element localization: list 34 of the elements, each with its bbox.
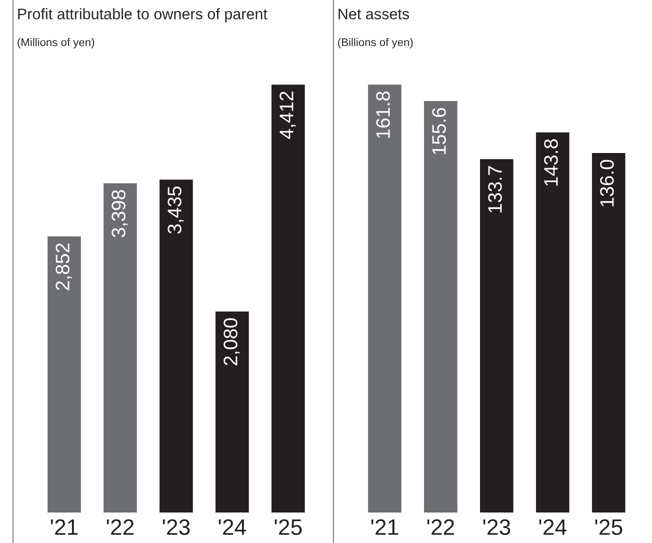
x-tick-label: '23 bbox=[162, 519, 190, 536]
x-tick-label: '24 bbox=[539, 519, 566, 535]
bar bbox=[270, 83, 306, 514]
bar bbox=[422, 100, 459, 514]
chart-title: Profit attributable to owners of parent bbox=[18, 8, 268, 22]
bar bbox=[214, 310, 250, 514]
bar bbox=[366, 83, 403, 514]
x-tick-label: '25 bbox=[274, 519, 302, 536]
x-tick-label: '21 bbox=[371, 519, 398, 535]
x-tick-label: '21 bbox=[50, 519, 78, 535]
x-tick-label: '23 bbox=[483, 519, 510, 536]
data-label: 161.8 bbox=[376, 92, 390, 138]
data-label: 133.7 bbox=[488, 166, 502, 212]
data-label: 136.0 bbox=[600, 160, 614, 206]
data-label: 155.6 bbox=[432, 108, 446, 154]
bar bbox=[158, 178, 194, 514]
x-tick-label: '22 bbox=[427, 519, 454, 535]
data-label: 2,080 bbox=[224, 318, 240, 366]
bar bbox=[534, 130, 571, 514]
bar bbox=[478, 158, 515, 514]
data-label: 4,412 bbox=[280, 92, 296, 139]
chart-subtitle: (Billions of yen) bbox=[338, 38, 413, 48]
data-label: 2,852 bbox=[56, 243, 72, 290]
data-label: 143.8 bbox=[544, 139, 558, 186]
chart-subtitle: (Millions of yen) bbox=[18, 38, 94, 48]
chart-title: Net assets bbox=[338, 8, 410, 20]
x-tick-label: '25 bbox=[595, 519, 622, 536]
x-tick-label: '22 bbox=[106, 519, 134, 535]
x-tick-label: '24 bbox=[218, 519, 246, 535]
bar bbox=[590, 152, 627, 514]
data-label: 3,398 bbox=[112, 190, 128, 238]
bar bbox=[46, 234, 82, 514]
bar bbox=[102, 182, 138, 514]
data-label: 3,435 bbox=[168, 186, 184, 234]
